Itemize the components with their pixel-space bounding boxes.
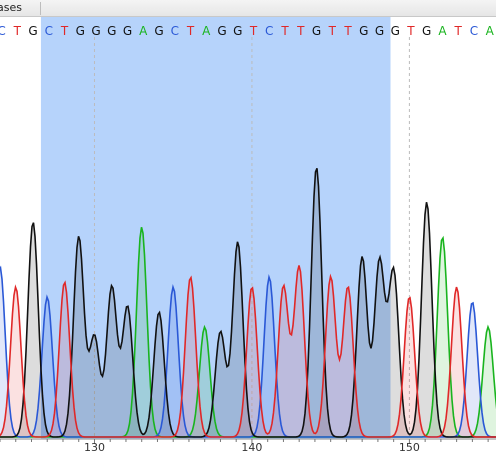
trace-fill-T <box>0 265 496 437</box>
base-call-letter: G <box>91 24 100 38</box>
trace-line-G <box>0 167 496 438</box>
base-call-letter: A <box>438 24 447 38</box>
base-call-letter: T <box>60 24 69 38</box>
panel-header: ases <box>0 0 496 17</box>
base-call-letter: G <box>375 24 384 38</box>
x-tick-label: 130 <box>84 441 105 453</box>
trace-fill-G <box>0 168 496 437</box>
base-call-letter: G <box>359 24 368 38</box>
base-call-letter: G <box>233 24 242 38</box>
base-call-letter: G <box>107 24 116 38</box>
base-call-letter: G <box>422 24 431 38</box>
base-call-letter: G <box>391 24 400 38</box>
base-call-letter: G <box>312 24 321 38</box>
base-call-letter: G <box>123 24 132 38</box>
base-call-letter: T <box>296 24 305 38</box>
base-call-letter: G <box>217 24 226 38</box>
base-call-letter: A <box>202 24 211 38</box>
base-call-letter: A <box>139 24 148 38</box>
grid-lines <box>93 37 410 439</box>
trace-line-C <box>0 265 496 438</box>
base-call-letter: G <box>28 24 37 38</box>
base-call-letter: G <box>154 24 163 38</box>
trace-fill-C <box>0 267 496 437</box>
base-call-letter: T <box>280 24 289 38</box>
base-call-letter: T <box>328 24 337 38</box>
panel-header-label: ases <box>0 1 22 14</box>
trace-lines <box>0 167 496 438</box>
base-call-letter: C <box>470 24 478 38</box>
base-call-letter: T <box>186 24 195 38</box>
x-tick-label: 140 <box>241 441 262 453</box>
base-call-letter: C <box>171 24 179 38</box>
header-separator <box>40 2 41 15</box>
x-axis-ticks: 130 140 150 <box>0 439 489 453</box>
base-call-letter: G <box>76 24 85 38</box>
base-call-letter: T <box>249 24 258 38</box>
base-call-letter: C <box>45 24 53 38</box>
base-call-letter: C <box>265 24 273 38</box>
base-call-letter: C <box>0 24 6 38</box>
base-call-letter: T <box>454 24 463 38</box>
base-call-letter: T <box>343 24 352 38</box>
base-call-letter: T <box>13 24 22 38</box>
base-call-letter: T <box>406 24 415 38</box>
x-tick-label: 150 <box>399 441 420 453</box>
base-call-letter: A <box>486 24 495 38</box>
trace-line-T <box>0 265 496 438</box>
